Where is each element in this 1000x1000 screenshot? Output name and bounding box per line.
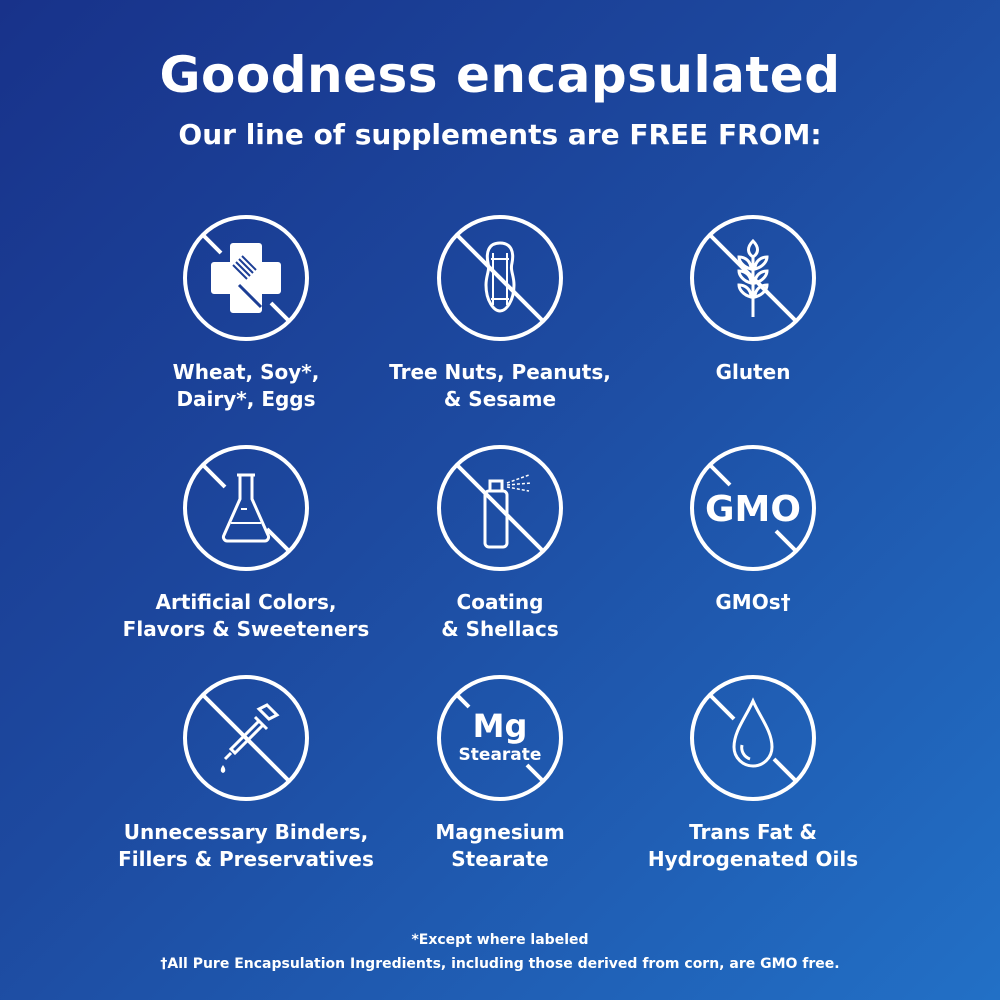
item-label: Unnecessary Binders, — [123, 820, 369, 844]
item-coating-shellacs: Coating & Shellacs — [350, 443, 650, 643]
item-label: Artificial Colors, — [155, 590, 337, 614]
item-label: Dairy*, Eggs — [176, 387, 316, 411]
allergen-cross-fork-icon — [183, 215, 309, 341]
item-label: & Shellacs — [441, 617, 559, 641]
item-label: Coating — [456, 590, 544, 614]
mg-stearate-icon: Mg Stearate — [437, 675, 563, 801]
spray-can-icon — [437, 445, 563, 571]
item-label: Hydrogenated Oils — [647, 847, 859, 871]
footnote-except: *Except where labeled — [411, 932, 589, 948]
item-magnesium-stearate: Mg Stearate Magnesium Stearate — [350, 673, 650, 873]
wheat-icon — [690, 215, 816, 341]
item-label: Wheat, Soy*, — [172, 360, 320, 384]
stearate-icon-text: Stearate — [459, 745, 542, 765]
gmo-icon-text: GMO — [705, 489, 801, 530]
peanut-icon — [437, 215, 563, 341]
dropper-icon — [183, 675, 309, 801]
item-nuts-peanuts-sesame: Tree Nuts, Peanuts, & Sesame — [350, 213, 650, 413]
item-label: Magnesium — [435, 820, 565, 844]
gmo-icon: GMO — [690, 445, 816, 571]
item-trans-fat: Trans Fat & Hydrogenated Oils — [603, 673, 903, 873]
page-title: Goodness encapsulated — [159, 46, 841, 104]
footnote-gmo: †All Pure Encapsulation Ingredients, inc… — [160, 956, 840, 972]
item-label: Gluten — [715, 360, 791, 384]
item-wheat-soy-dairy-eggs: Wheat, Soy*, Dairy*, Eggs — [96, 213, 396, 413]
item-label: GMOs† — [715, 590, 791, 614]
item-label: & Sesame — [443, 387, 557, 411]
mg-icon-text: Mg — [473, 707, 528, 745]
oil-drop-icon — [690, 675, 816, 801]
item-gmos: GMO GMOs† — [603, 443, 903, 616]
item-binders-fillers: Unnecessary Binders, Fillers & Preservati… — [96, 673, 396, 873]
page-subtitle: Our line of supplements are FREE FROM: — [178, 118, 822, 151]
flask-icon — [183, 445, 309, 571]
item-label: Trans Fat & — [689, 820, 817, 844]
item-gluten: Gluten — [603, 213, 903, 386]
item-label: Fillers & Preservatives — [118, 847, 374, 871]
item-label: Flavors & Sweeteners — [122, 617, 370, 641]
item-label: Stearate — [451, 847, 549, 871]
item-artificial-colors: Artificial Colors, Flavors & Sweeteners — [96, 443, 396, 643]
item-label: Tree Nuts, Peanuts, — [389, 360, 611, 384]
